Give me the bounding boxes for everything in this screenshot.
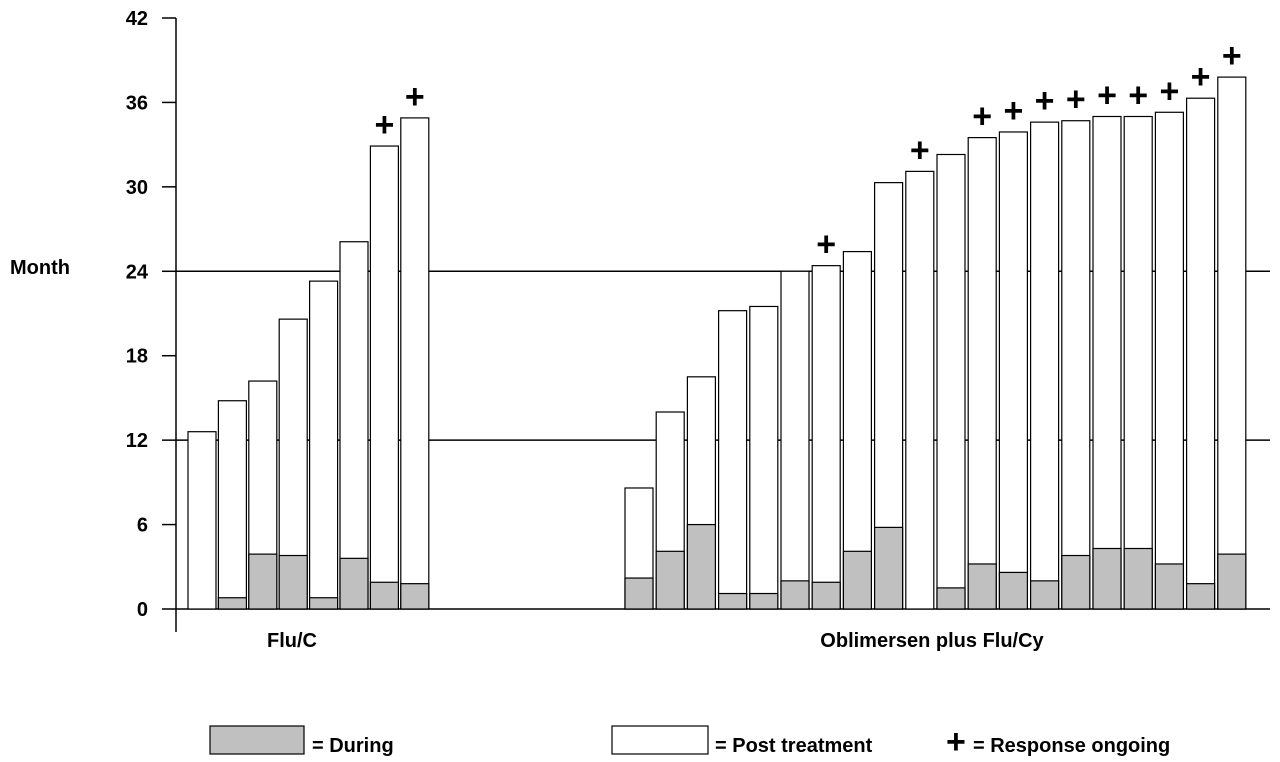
y-tick-label: 42	[126, 8, 148, 30]
legend-label-during: = During	[312, 735, 394, 757]
legend-plus-icon: +	[946, 723, 966, 761]
response-ongoing-mark: +	[1159, 72, 1179, 110]
y-tick-label: 30	[126, 177, 148, 199]
response-ongoing-mark: +	[1066, 81, 1086, 119]
bar-post-treatment	[1185, 97, 1216, 610]
bar-during	[842, 550, 873, 610]
bar-post-treatment	[217, 400, 247, 610]
bar-during	[811, 581, 841, 610]
bar-during	[309, 597, 339, 610]
bar-post-treatment	[905, 170, 935, 610]
bar-during	[248, 553, 278, 610]
response-ongoing-mark: +	[1097, 77, 1117, 115]
bar-post-treatment	[936, 153, 966, 610]
bar-during	[369, 581, 399, 610]
legend-label-ongoing: = Response ongoing	[973, 735, 1170, 757]
response-ongoing-mark: +	[1222, 37, 1242, 75]
bar-post-treatment	[717, 310, 748, 610]
bar-during	[1029, 580, 1060, 610]
bar-post-treatment	[309, 280, 339, 610]
bar-during	[655, 550, 685, 610]
legend-swatch-post	[611, 725, 709, 755]
bar-post-treatment	[1092, 115, 1122, 610]
y-tick-label: 18	[126, 346, 148, 368]
bar-post-treatment	[1061, 120, 1091, 610]
response-ongoing-mark: +	[405, 78, 425, 116]
y-tick-label: 6	[137, 515, 148, 537]
response-ongoing-mark: +	[972, 98, 992, 136]
response-ongoing-mark: +	[1003, 92, 1023, 130]
bar-post-treatment	[400, 117, 430, 610]
bar-during	[1061, 554, 1091, 610]
group-labels: Flu/C Oblimersen plus Flu/Cy	[267, 630, 1045, 652]
bar-during	[1123, 547, 1153, 610]
group-label: Flu/C	[267, 630, 317, 652]
response-ongoing-mark: +	[1191, 58, 1211, 96]
bar-post-treatment	[1029, 121, 1060, 610]
bar-post-treatment	[369, 145, 399, 610]
bar-during	[998, 571, 1029, 610]
bar-post-treatment	[967, 137, 997, 610]
bar-post-treatment	[339, 241, 369, 610]
bar-post-treatment	[187, 431, 217, 610]
bar-during	[780, 580, 810, 610]
bar-during	[1217, 553, 1247, 610]
bar-post-treatment	[998, 131, 1029, 610]
bar-during	[1092, 547, 1122, 610]
bar-during	[278, 554, 308, 610]
bar-post-treatment	[1123, 115, 1153, 610]
bar-during	[717, 592, 748, 610]
response-ongoing-mark: +	[1035, 82, 1055, 120]
group-label: Oblimersen plus Flu/Cy	[820, 630, 1044, 652]
bar-during	[217, 597, 247, 610]
bar-during	[1154, 563, 1185, 610]
bar-during	[686, 523, 717, 610]
response-ongoing-mark: +	[374, 106, 394, 144]
bar-during	[339, 557, 369, 610]
bar-during	[400, 583, 430, 610]
bar-post-treatment	[1217, 76, 1247, 610]
bar-post-treatment	[780, 270, 810, 610]
bar-post-treatment	[749, 305, 779, 610]
y-tick-label: 24	[126, 261, 149, 283]
response-ongoing-mark: +	[910, 131, 930, 169]
legend-label-post: = Post treatment	[715, 735, 873, 757]
response-ongoing-marks: + + + + + + + + + + + + +	[374, 37, 1241, 264]
y-tick-label: 0	[137, 599, 148, 621]
bar-during	[1185, 583, 1216, 610]
bar-during	[873, 526, 904, 610]
bar-during	[749, 592, 779, 610]
y-tick-label: 36	[126, 92, 148, 114]
legend: = During = Post treatment + = Response o…	[209, 723, 1170, 761]
bars	[187, 76, 1247, 610]
legend-swatch-during	[209, 725, 305, 755]
response-ongoing-mark: +	[1128, 77, 1148, 115]
y-tick-label: 12	[126, 430, 148, 452]
bar-post-treatment	[811, 265, 841, 610]
bar-during	[624, 577, 654, 610]
bar-during	[967, 563, 997, 610]
y-axis-label: Month	[10, 257, 70, 279]
bar-during	[936, 587, 966, 610]
y-axis: 0 6 12 18 24 30 36 42	[126, 8, 177, 632]
response-ongoing-mark: +	[816, 226, 836, 264]
bar-post-treatment	[1154, 111, 1185, 610]
